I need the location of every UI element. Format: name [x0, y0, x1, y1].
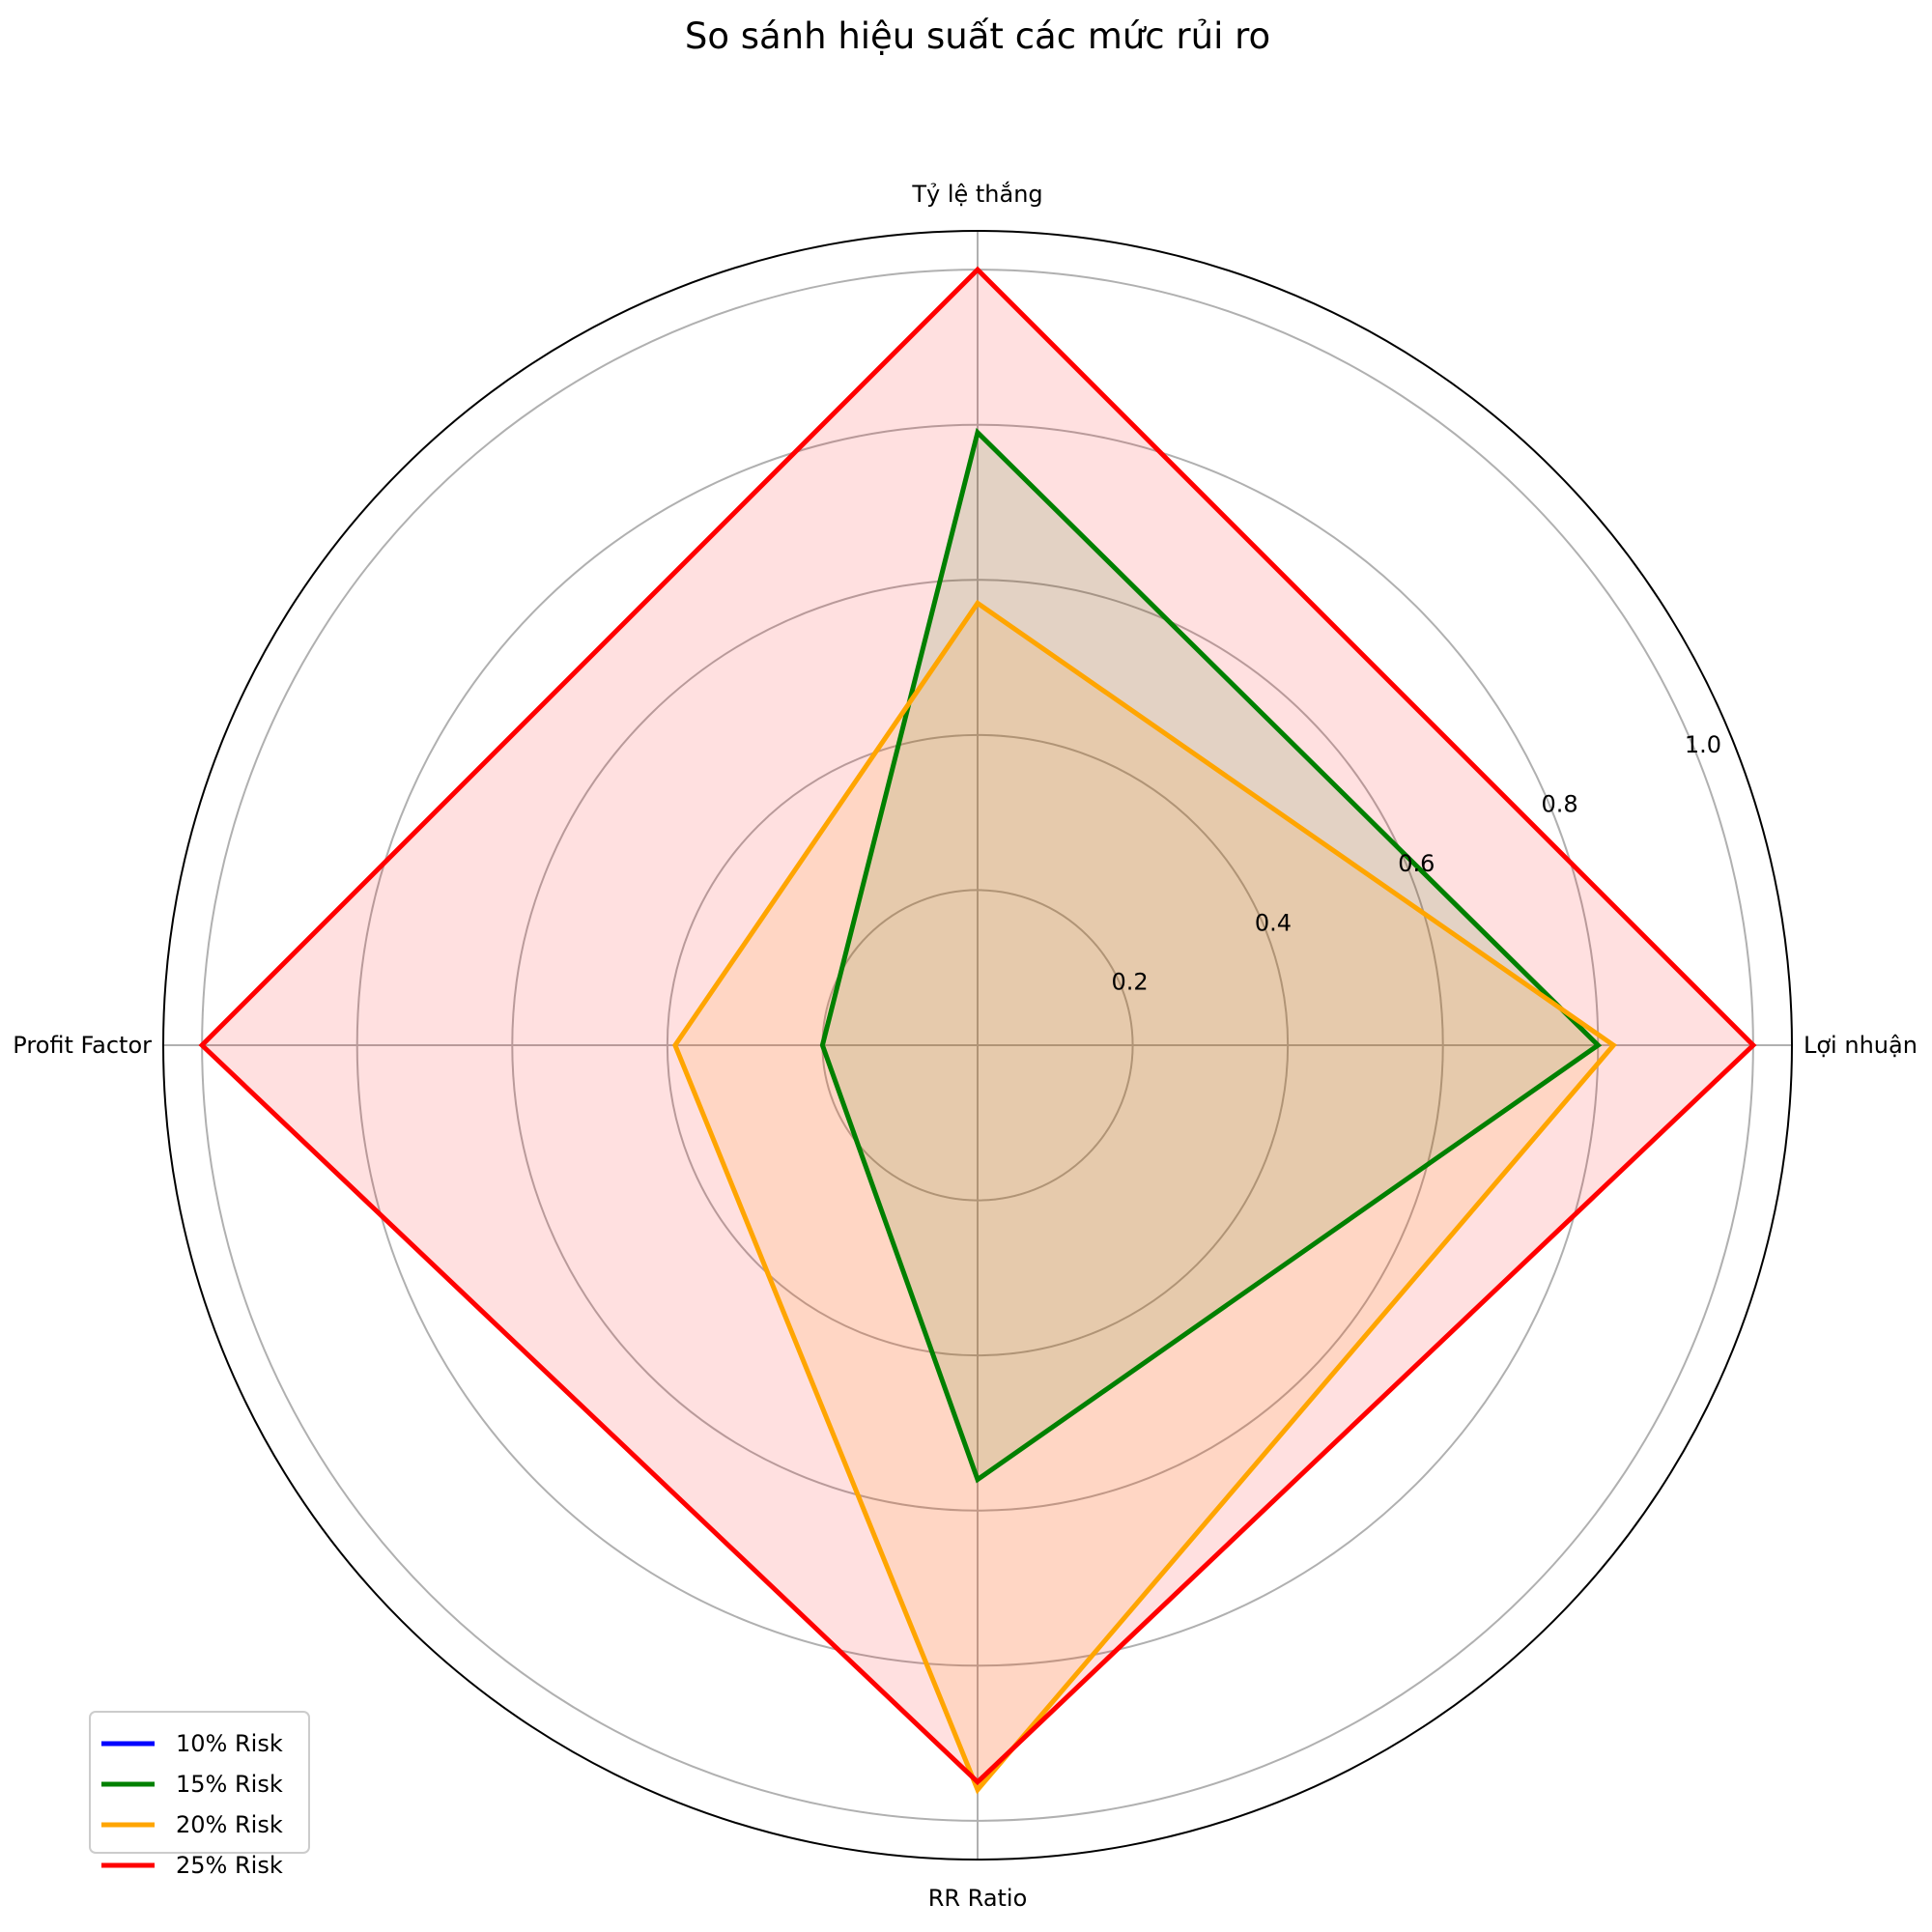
axis-labels: Lợi nhuận Tỷ lệ thắng Profit Factor RR Rati…	[13, 180, 1918, 1912]
series-fill-3	[202, 270, 1753, 1782]
series-line-1	[819, 427, 1603, 1484]
legend: 10% Risk 15% Risk 20% Risk 25% Risk	[89, 1711, 310, 1879]
series-fills	[202, 270, 1753, 1790]
legend-label: 10% Risk	[176, 1730, 283, 1757]
legend-label: 15% Risk	[176, 1771, 283, 1798]
series-line-3	[198, 266, 1757, 1786]
series-fill-2	[674, 603, 1614, 1790]
series-line-2	[672, 599, 1617, 1795]
axis-label: Tỷ lệ thắng	[911, 180, 1042, 208]
series-fill-1	[822, 432, 1599, 1480]
axis-label: RR Ratio	[928, 1885, 1028, 1912]
chart-title: So sánh hiệu suất các mức rủi ro	[685, 15, 1270, 57]
radial-tick-labels: 0.2 0.4 0.6 0.8 1.0	[1112, 731, 1722, 996]
axis-label: Lợi nhuận	[1804, 1032, 1918, 1059]
r-tick-label: 0.8	[1542, 790, 1578, 817]
axis-label: Profit Factor	[13, 1032, 152, 1059]
r-tick-label: 0.2	[1112, 969, 1149, 996]
r-tick-label: 0.6	[1398, 850, 1435, 877]
legend-label: 25% Risk	[176, 1852, 283, 1879]
legend-box	[89, 1711, 310, 1854]
r-tick-label: 1.0	[1685, 731, 1721, 758]
polar-frame	[162, 230, 1793, 1861]
series-lines	[198, 266, 1757, 1795]
legend-label: 20% Risk	[176, 1811, 283, 1838]
r-tick-label: 0.4	[1255, 909, 1292, 936]
